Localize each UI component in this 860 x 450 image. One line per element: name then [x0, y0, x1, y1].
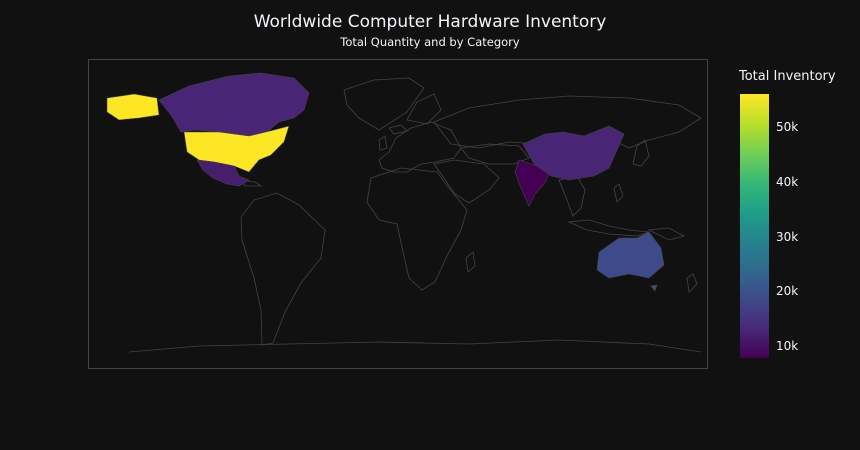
country-australia[interactable]	[596, 231, 665, 279]
colorbar-tick-40k: 40k	[776, 175, 799, 189]
south-america-outline	[240, 192, 326, 346]
greenland-outline	[343, 77, 425, 131]
uk-outline	[378, 135, 388, 151]
country-alaska[interactable]	[106, 93, 160, 121]
colorbar-tick-10k: 10k	[776, 339, 799, 353]
scandinavia-outline	[406, 93, 442, 125]
cuba-outline	[237, 179, 263, 187]
new-guinea-outline	[647, 227, 686, 241]
colorbar-tick-50k: 50k	[776, 120, 799, 134]
world-map[interactable]	[88, 59, 708, 369]
country-india[interactable]	[514, 159, 550, 207]
middle-east-outline	[433, 159, 500, 204]
colorbar	[740, 94, 769, 358]
country-mexico[interactable]	[196, 159, 250, 187]
map-subtitle: Total Quantity and by Category	[340, 35, 520, 49]
choropleth-countries	[106, 72, 665, 292]
colorbar-tick-20k: 20k	[776, 284, 799, 298]
map-title: Worldwide Computer Hardware Inventory	[253, 12, 607, 32]
north-asia-outline	[433, 95, 702, 149]
new-zealand-outline	[686, 273, 698, 293]
colorbar-tick-30k: 30k	[776, 230, 799, 244]
europe-outline	[378, 121, 462, 173]
country-canada[interactable]	[158, 72, 310, 137]
japan-outline	[632, 139, 650, 167]
madagascar-outline	[465, 251, 476, 273]
colorbar-title: Total Inventory	[739, 69, 836, 84]
philippines-outline	[613, 183, 624, 203]
country-tasmania[interactable]	[650, 284, 658, 292]
map-canvas	[89, 60, 707, 368]
country-china[interactable]	[522, 125, 625, 181]
africa-outline	[366, 167, 468, 291]
antarctica-outline	[128, 339, 702, 353]
